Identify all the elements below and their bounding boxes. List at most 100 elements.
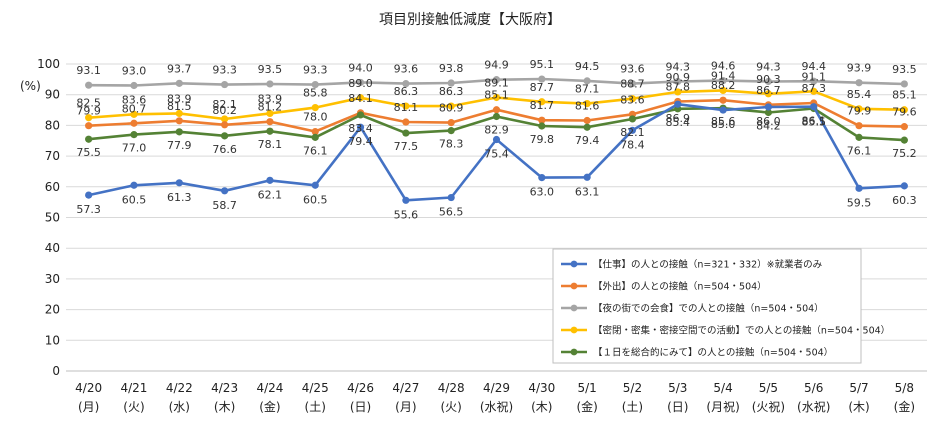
x-tick-weekday: (金) bbox=[259, 399, 280, 414]
data-point bbox=[85, 191, 93, 199]
data-point bbox=[538, 75, 546, 83]
data-label: 60.3 bbox=[892, 194, 917, 207]
x-tick-weekday: (日) bbox=[350, 400, 371, 414]
data-point bbox=[810, 87, 818, 95]
series-4 bbox=[85, 104, 908, 144]
data-point bbox=[855, 184, 863, 192]
data-label: 60.5 bbox=[303, 193, 328, 206]
data-label: 86.1 bbox=[801, 115, 826, 128]
data-point bbox=[492, 135, 501, 144]
legend: 【仕事】の人との接触（n=321・332）※就業者のみ【外出】の人との接触（n=… bbox=[552, 248, 890, 364]
series-2 bbox=[85, 75, 908, 90]
data-label: 79.8 bbox=[530, 133, 555, 146]
data-point bbox=[583, 173, 591, 181]
data-label: 78.1 bbox=[258, 138, 283, 151]
data-label: 76.1 bbox=[847, 144, 872, 157]
data-point bbox=[900, 123, 908, 131]
data-point bbox=[583, 116, 591, 125]
x-tick-weekday: (土) bbox=[622, 400, 643, 414]
series-lines bbox=[85, 75, 908, 204]
data-point bbox=[583, 77, 591, 85]
data-label: 85.8 bbox=[303, 87, 328, 100]
data-label: 90.3 bbox=[756, 73, 781, 86]
data-label: 83.6 bbox=[122, 93, 147, 106]
data-label: 80.9 bbox=[439, 102, 464, 115]
y-tick-label: 30 bbox=[45, 272, 60, 286]
data-label: 94.3 bbox=[756, 60, 781, 73]
data-label: 93.0 bbox=[122, 64, 147, 77]
data-label: 83.4 bbox=[348, 122, 373, 135]
data-label: 85.4 bbox=[666, 116, 691, 129]
data-label: 94.5 bbox=[575, 60, 600, 73]
data-label: 84.2 bbox=[756, 120, 781, 133]
data-point bbox=[311, 127, 319, 136]
data-label: 62.1 bbox=[258, 188, 283, 201]
data-label: 94.9 bbox=[484, 59, 509, 72]
data-label: 93.7 bbox=[167, 62, 192, 75]
x-tick-date: 4/22 bbox=[166, 381, 193, 395]
data-point bbox=[855, 79, 863, 87]
data-label: 86.0 bbox=[756, 115, 781, 128]
data-point bbox=[356, 78, 365, 87]
data-label: 55.6 bbox=[394, 208, 419, 221]
data-label: 78.0 bbox=[303, 111, 328, 124]
x-tick-date: 5/5 bbox=[759, 381, 778, 395]
data-label: 76.6 bbox=[212, 143, 237, 156]
data-point bbox=[583, 100, 591, 108]
data-label: 82.1 bbox=[620, 126, 645, 139]
data-point bbox=[447, 127, 455, 135]
data-label: 85.4 bbox=[847, 88, 872, 101]
data-point bbox=[810, 103, 818, 111]
y-tick-label: 0 bbox=[52, 364, 60, 378]
data-label: 81.7 bbox=[530, 99, 555, 112]
data-label: 77.9 bbox=[167, 139, 192, 152]
data-label: 86.7 bbox=[756, 84, 781, 97]
data-point bbox=[175, 128, 183, 136]
y-axis-ticks: 0 10 20 30 40 50 60 70 80 90 100 bbox=[37, 57, 60, 378]
data-point bbox=[266, 80, 274, 88]
data-label: 75.2 bbox=[892, 147, 917, 160]
data-label: 88.2 bbox=[711, 79, 736, 92]
x-tick-weekday: (土) bbox=[305, 400, 326, 414]
data-label: 86.9 bbox=[666, 112, 691, 125]
data-point bbox=[311, 181, 319, 189]
data-point bbox=[85, 135, 93, 143]
data-label: 93.1 bbox=[76, 64, 101, 77]
data-label: 80.2 bbox=[212, 104, 237, 117]
data-labels: 57.3 60.5 61.3 58.7 62.1 60.5 79.4 55.6 56.5 75.4… bbox=[76, 58, 916, 221]
y-tick-label: 90 bbox=[45, 88, 60, 102]
data-point bbox=[674, 100, 682, 108]
data-point bbox=[311, 80, 319, 89]
y-tick-label: 10 bbox=[45, 333, 60, 347]
data-point bbox=[175, 79, 183, 87]
y-tick-label: 50 bbox=[45, 211, 60, 225]
data-point bbox=[810, 77, 818, 85]
legend-entry-label: 【１日を総合的にみて】の人との接触（n=504・504） bbox=[593, 347, 833, 359]
data-label: 85.6 bbox=[711, 115, 736, 128]
x-tick-date: 5/8 bbox=[895, 381, 914, 395]
legend-swatch-marker bbox=[570, 260, 578, 268]
data-point bbox=[764, 108, 772, 117]
legend-entry-label: 【密閉・密集・密接空間での活動】での人との接触（n=504・504） bbox=[593, 325, 890, 337]
x-tick-weekday: (火) bbox=[123, 400, 144, 414]
data-point bbox=[311, 133, 319, 141]
x-tick-date: 4/30 bbox=[528, 381, 555, 395]
data-label: 60.5 bbox=[122, 193, 147, 206]
legend-entry-label: 【仕事】の人との接触（n=321・332）※就業者のみ bbox=[593, 259, 822, 271]
data-label: 63.0 bbox=[530, 186, 555, 199]
data-point bbox=[855, 133, 863, 141]
data-point bbox=[221, 80, 229, 89]
x-tick-date: 4/20 bbox=[75, 381, 102, 395]
data-label: 87.3 bbox=[801, 82, 826, 95]
data-label: 95.1 bbox=[530, 58, 555, 71]
legend-entry-label: 【夜の街での会食】での人との接触（n=504・504） bbox=[593, 303, 824, 315]
data-point bbox=[130, 119, 138, 127]
data-point bbox=[130, 110, 138, 118]
data-point bbox=[764, 90, 772, 98]
data-point bbox=[402, 118, 410, 126]
data-label: 85.1 bbox=[484, 89, 509, 102]
x-tick-date: 5/2 bbox=[623, 381, 642, 395]
data-label: 81.2 bbox=[258, 101, 283, 114]
data-label: 94.4 bbox=[801, 60, 826, 73]
